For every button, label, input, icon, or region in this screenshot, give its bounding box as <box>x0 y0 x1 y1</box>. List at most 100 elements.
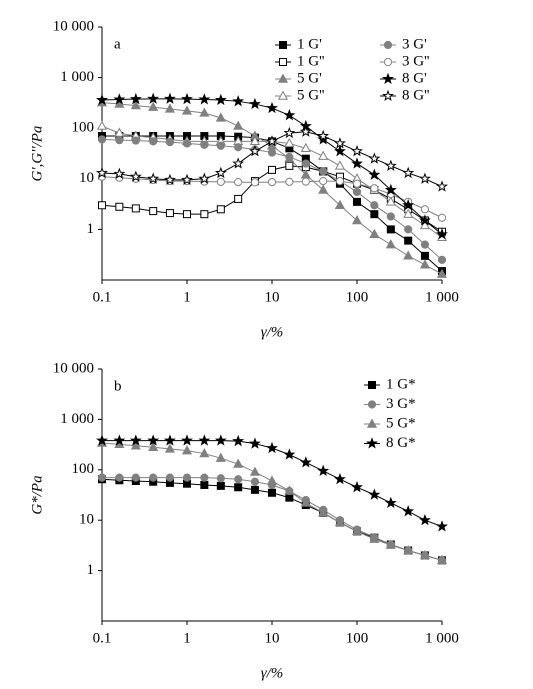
marker <box>402 199 415 211</box>
marker <box>266 135 278 147</box>
marker <box>234 483 243 492</box>
marker <box>267 178 277 187</box>
y-tick-label: 10 000 <box>53 18 94 34</box>
marker <box>249 135 260 146</box>
marker <box>164 92 176 104</box>
marker <box>384 183 397 196</box>
marker <box>351 145 363 157</box>
panel-label: a <box>114 36 121 52</box>
marker <box>334 160 345 170</box>
marker <box>148 441 159 451</box>
marker <box>436 228 448 240</box>
marker <box>131 204 140 213</box>
legend-label: 3 G'' <box>402 53 430 69</box>
marker <box>98 201 106 210</box>
marker <box>96 93 108 106</box>
marker <box>351 157 363 169</box>
marker <box>283 126 296 139</box>
legend-label: 3 G* <box>386 396 416 412</box>
marker <box>334 472 346 485</box>
legend-marker <box>277 90 289 100</box>
marker <box>164 173 176 185</box>
marker <box>130 440 141 450</box>
marker <box>232 434 245 447</box>
legend-marker <box>366 418 378 428</box>
marker <box>284 485 295 495</box>
marker <box>113 167 126 179</box>
marker <box>285 161 294 170</box>
marker <box>318 184 329 194</box>
marker <box>369 533 380 543</box>
y-axis-label: G',G''/Pa <box>29 126 45 182</box>
marker <box>250 477 260 486</box>
marker <box>419 513 431 526</box>
x-tick-label: 100 <box>346 289 369 305</box>
marker <box>266 101 278 114</box>
y-tick-label: 1 000 <box>60 411 94 427</box>
marker <box>402 166 415 179</box>
marker <box>403 208 414 218</box>
marker <box>147 434 160 446</box>
marker <box>214 93 227 106</box>
marker <box>249 97 261 110</box>
marker <box>115 136 124 145</box>
marker <box>149 473 158 482</box>
legend-marker <box>368 381 376 389</box>
marker <box>284 137 295 148</box>
marker <box>419 172 431 184</box>
panel-label: b <box>114 378 122 394</box>
marker <box>149 137 158 146</box>
y-tick-label: 1 000 <box>60 69 94 85</box>
legend-marker <box>382 72 394 85</box>
legend-marker <box>383 40 393 50</box>
marker <box>419 259 430 269</box>
marker <box>318 150 329 160</box>
marker <box>250 485 259 494</box>
marker <box>199 448 210 458</box>
marker <box>216 474 225 483</box>
marker <box>420 240 430 249</box>
marker <box>419 214 431 226</box>
marker <box>198 93 211 105</box>
marker <box>419 549 430 560</box>
marker <box>130 100 141 110</box>
marker <box>165 209 174 218</box>
marker <box>368 152 381 164</box>
marker <box>249 437 261 449</box>
marker <box>300 142 311 153</box>
marker <box>437 255 447 264</box>
marker <box>97 135 107 144</box>
marker <box>420 205 430 214</box>
marker <box>200 473 209 482</box>
marker <box>233 458 244 468</box>
marker <box>420 251 429 260</box>
y-tick-label: 10 <box>79 170 94 186</box>
marker <box>234 194 243 203</box>
legend-label: 5 G* <box>386 415 416 431</box>
marker <box>200 210 209 219</box>
marker <box>232 95 245 107</box>
marker <box>182 473 192 482</box>
marker <box>403 544 414 555</box>
marker <box>385 196 396 206</box>
marker <box>299 456 312 468</box>
legend-label: 3 G' <box>402 36 427 52</box>
marker <box>234 178 243 187</box>
marker <box>199 107 210 117</box>
y-tick-label: 100 <box>72 120 95 136</box>
marker <box>301 177 310 186</box>
marker <box>233 120 244 130</box>
x-tick-label: 0.1 <box>93 630 112 646</box>
marker <box>301 159 310 168</box>
marker <box>317 129 330 142</box>
legend-label: 5 G'' <box>297 87 325 103</box>
marker <box>368 488 381 500</box>
marker <box>318 507 329 517</box>
y-axis-label: G*/Pa <box>29 475 45 514</box>
marker <box>200 480 209 489</box>
marker <box>300 497 311 507</box>
marker <box>249 466 260 476</box>
marker <box>198 434 211 446</box>
marker <box>403 250 414 260</box>
